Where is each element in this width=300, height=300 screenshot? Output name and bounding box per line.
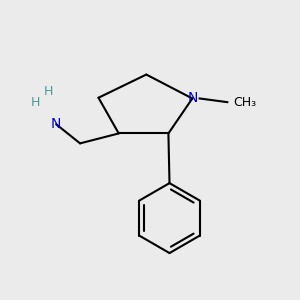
Text: N: N [187,92,197,106]
Text: N: N [51,117,61,131]
Text: CH₃: CH₃ [233,96,256,109]
Text: H: H [31,96,40,109]
Text: H: H [44,85,53,98]
